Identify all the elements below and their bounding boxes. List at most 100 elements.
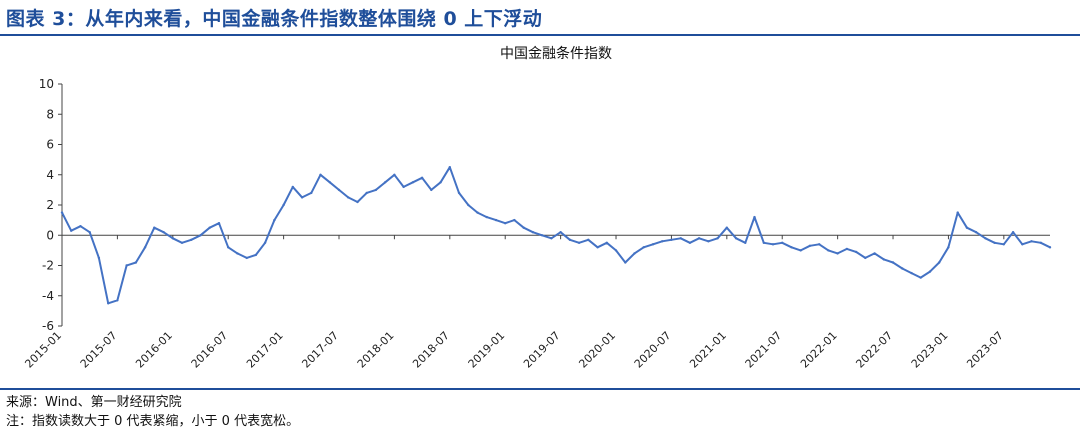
x-tick-label: 2018-07 — [410, 329, 452, 371]
data-point — [171, 237, 174, 240]
x-tick-label: 2022-07 — [853, 329, 895, 371]
data-point — [347, 196, 350, 199]
data-point — [263, 241, 267, 244]
data-point — [300, 196, 304, 199]
data-point — [540, 234, 544, 237]
data-point — [236, 252, 239, 255]
x-tick-label: 2015-07 — [78, 329, 120, 371]
data-point — [125, 264, 128, 267]
data-point — [70, 229, 73, 232]
data-point — [97, 256, 101, 260]
data-point — [984, 237, 987, 240]
data-point — [827, 249, 830, 252]
x-tick-label: 2023-01 — [909, 329, 951, 371]
data-point — [707, 240, 710, 243]
data-point — [513, 218, 516, 222]
data-point — [744, 241, 747, 244]
data-point — [448, 166, 451, 169]
data-point — [910, 271, 913, 275]
data-point — [457, 191, 461, 195]
data-point — [956, 211, 959, 214]
x-tick-label: 2017-07 — [299, 329, 341, 371]
y-tick-label: 6 — [46, 138, 54, 152]
data-point — [938, 261, 941, 264]
data-point — [522, 226, 525, 229]
x-tick-label: 2018-01 — [355, 329, 397, 371]
y-tick-label: -4 — [42, 289, 54, 303]
data-point — [550, 237, 553, 240]
x-tick-label: 2021-07 — [743, 329, 785, 371]
y-tick-label: 0 — [46, 228, 54, 242]
data-point — [845, 247, 849, 251]
data-point — [808, 244, 812, 247]
data-point — [891, 261, 895, 264]
data-point — [494, 218, 498, 222]
x-tick-label: 2023-07 — [964, 329, 1006, 371]
x-tick-label: 2022-01 — [798, 329, 840, 371]
data-point — [901, 267, 904, 270]
data-point — [504, 222, 507, 225]
data-point — [374, 188, 378, 192]
data-point — [134, 261, 138, 264]
chart-area: 中国金融条件指数 -6 -4 -2 0 2 4 6 8 10 2015-01 2015-07 2016-… — [0, 36, 1080, 388]
data-point — [310, 191, 313, 195]
data-point — [734, 237, 738, 240]
source-note: 来源：Wind、第一财经研究院 — [6, 395, 182, 410]
data-point — [854, 250, 858, 254]
data-point — [485, 215, 488, 219]
data-point — [328, 181, 331, 184]
data-point — [679, 237, 682, 240]
data-point — [651, 243, 655, 246]
data-point — [402, 185, 405, 189]
data-point — [199, 234, 202, 237]
x-tick-label: 2016-01 — [133, 329, 175, 371]
data-point — [864, 256, 867, 260]
data-point — [217, 222, 221, 225]
data-point — [365, 191, 368, 195]
data-point — [430, 188, 433, 192]
x-tick-label: 2019-01 — [466, 329, 508, 371]
data-point — [624, 261, 627, 264]
data-point — [420, 176, 424, 179]
data-point — [993, 241, 996, 244]
x-tick-label: 2015-01 — [22, 329, 64, 371]
data-point — [781, 241, 784, 244]
footer-rule — [0, 388, 1080, 390]
data-point — [107, 302, 110, 305]
data-point — [753, 215, 756, 219]
data-point — [928, 270, 932, 273]
data-point — [273, 218, 276, 222]
x-tick-label: 2019-07 — [521, 329, 563, 371]
data-point — [587, 238, 590, 241]
data-point — [531, 231, 535, 234]
data-point — [208, 226, 211, 229]
data-point — [1039, 241, 1043, 244]
data-point — [716, 237, 719, 240]
data-point — [661, 240, 664, 243]
data-point — [319, 173, 322, 176]
data-point — [947, 246, 950, 249]
data-point — [873, 252, 876, 255]
data-point — [559, 231, 562, 234]
data-point — [79, 225, 82, 228]
data-point — [393, 173, 396, 176]
figure-title: 图表 3：从年内来看，中国金融条件指数整体围绕 0 上下浮动 — [6, 8, 543, 30]
data-point — [1048, 246, 1052, 249]
data-point — [245, 256, 248, 260]
x-tick-label: 2016-07 — [189, 329, 231, 371]
data-point — [254, 253, 258, 257]
data-point — [974, 231, 978, 234]
data-point — [799, 249, 802, 252]
data-point — [605, 241, 608, 244]
data-point — [688, 241, 692, 244]
data-point — [116, 299, 119, 302]
data-point — [818, 243, 821, 246]
x-tick-label: 2020-01 — [576, 329, 618, 371]
data-point — [1011, 231, 1015, 234]
data-point — [291, 185, 294, 189]
x-tick-label: 2020-07 — [632, 329, 674, 371]
y-tick-label: -2 — [42, 259, 54, 273]
data-point — [180, 241, 184, 244]
data-point — [633, 252, 636, 255]
x-tick-label: 2021-01 — [687, 329, 729, 371]
